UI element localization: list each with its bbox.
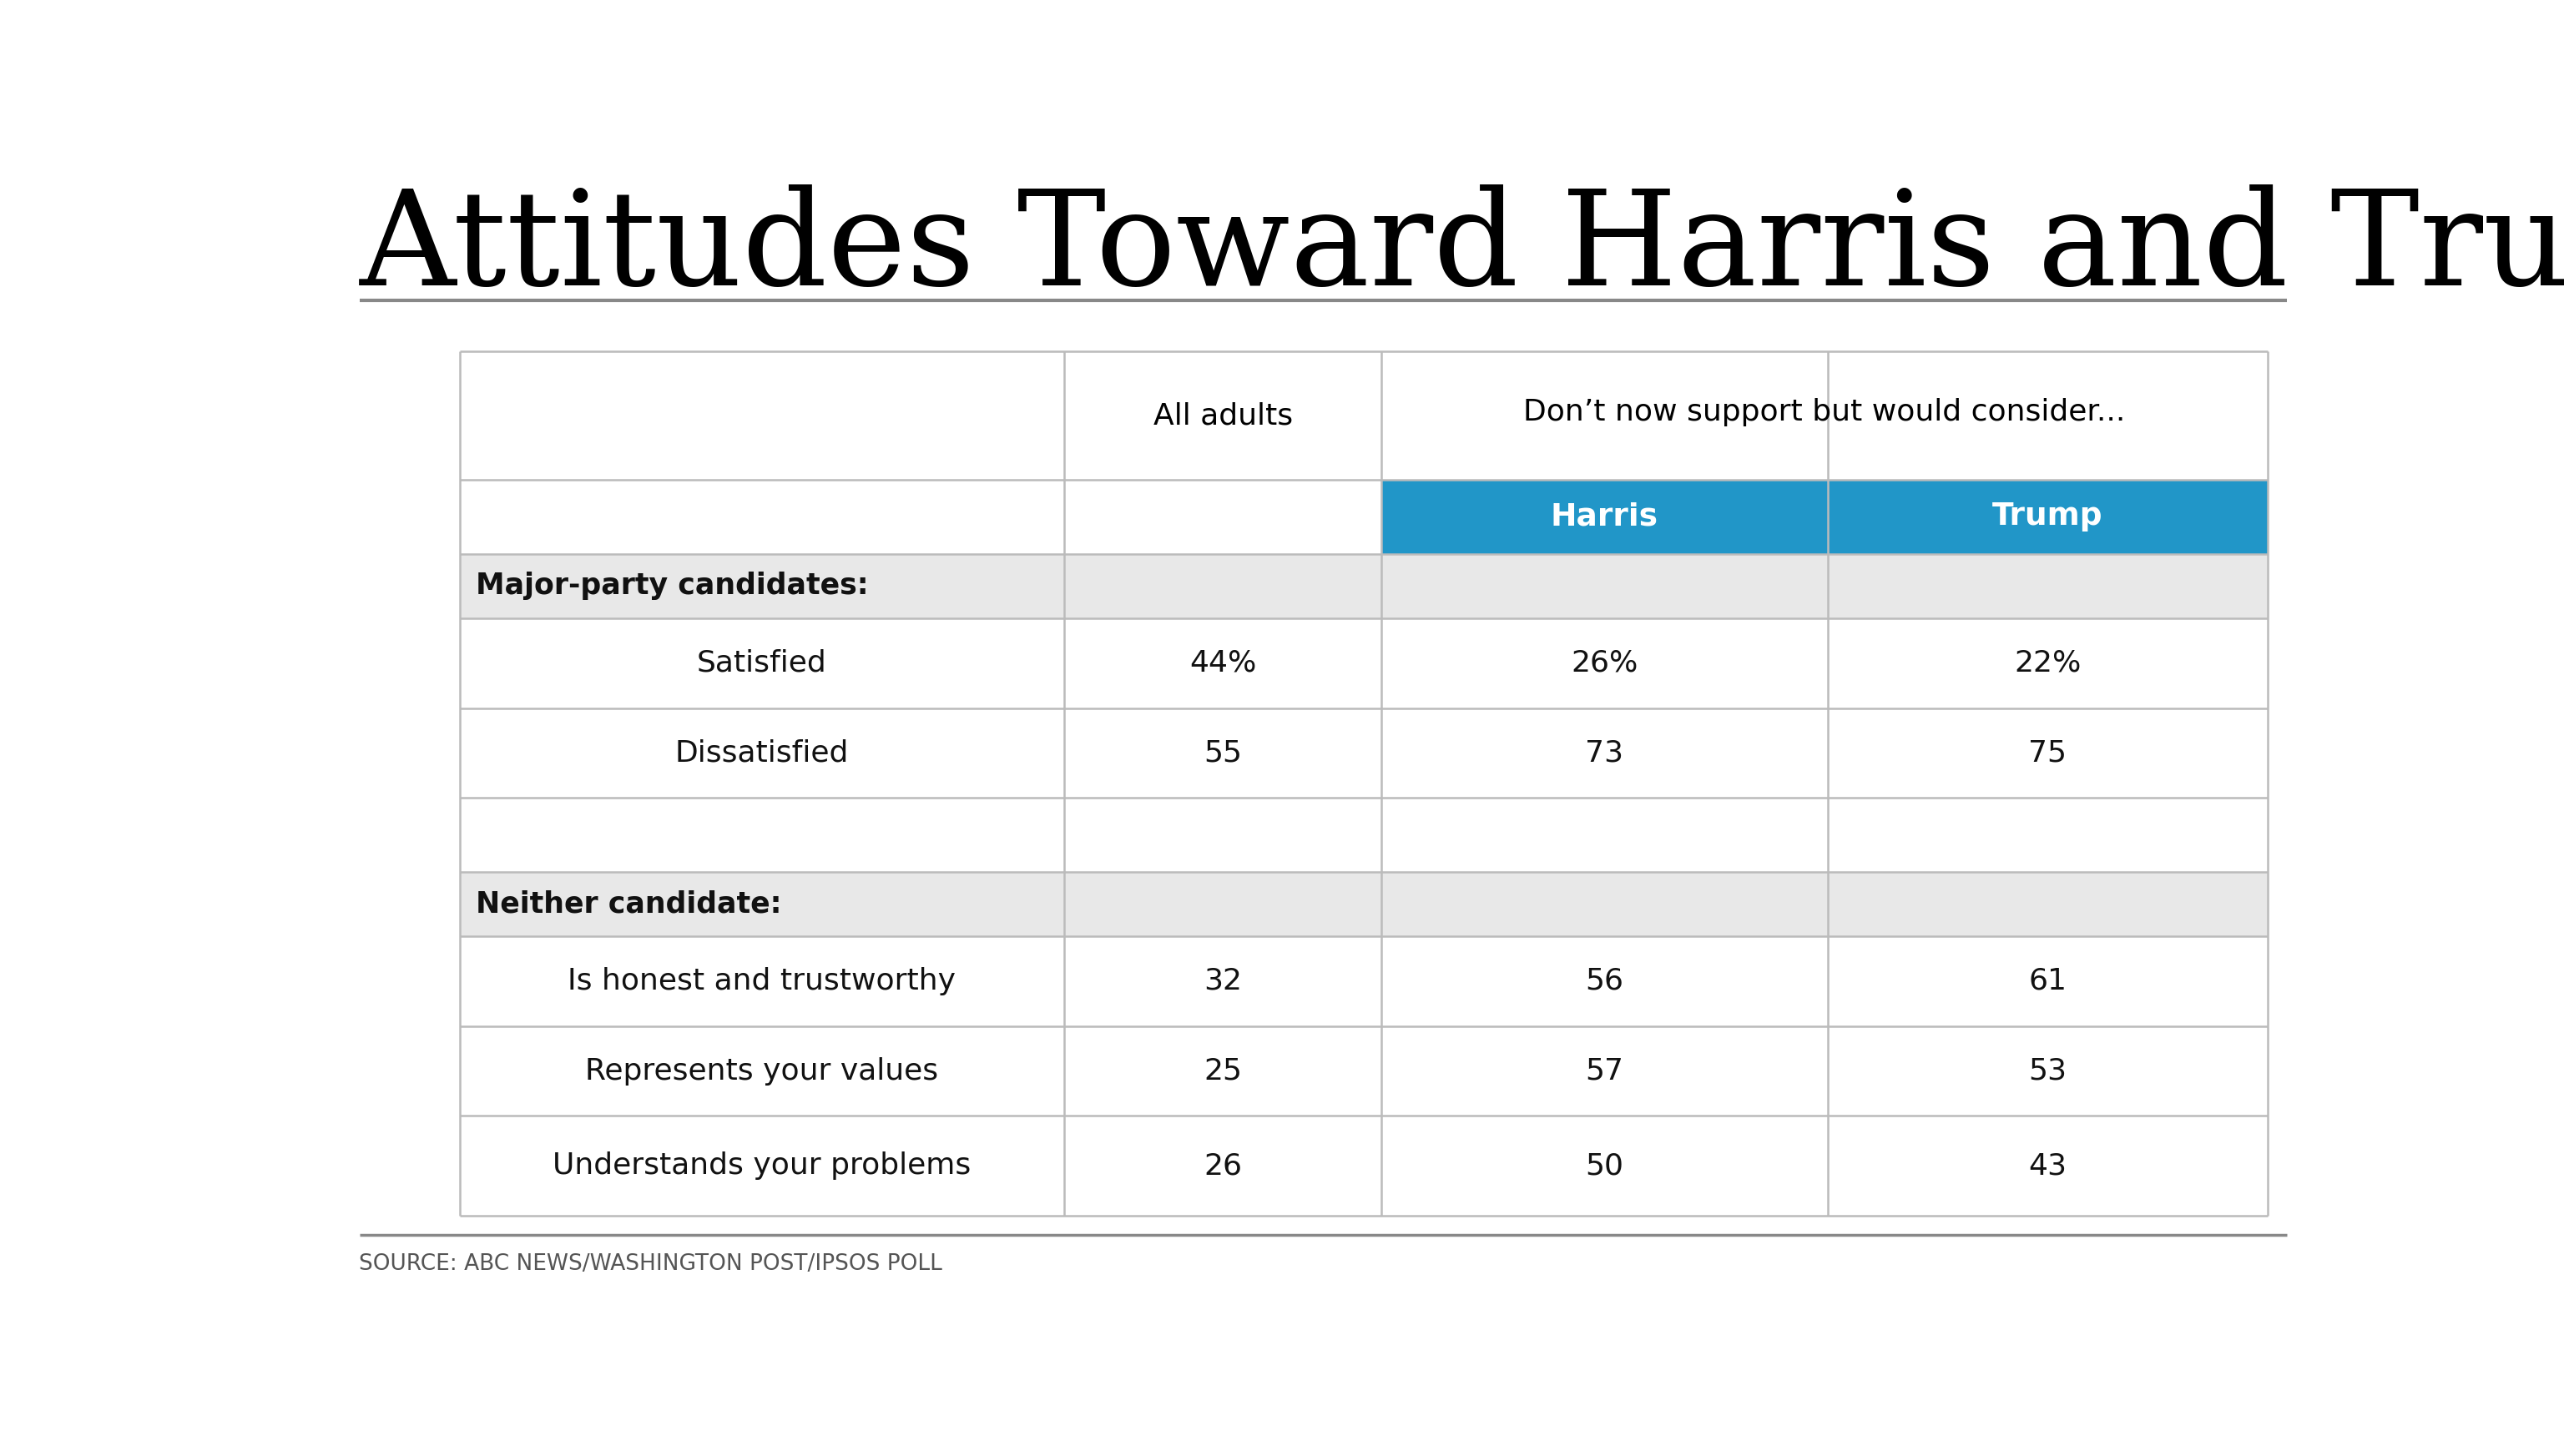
Bar (1382, 351, 2267, 480)
Text: Harris: Harris (1551, 502, 1659, 531)
Bar (1382, 553, 1828, 617)
Text: 44%: 44% (1190, 649, 1256, 677)
Bar (1382, 480, 1828, 553)
Text: Neither candidate:: Neither candidate: (477, 890, 782, 919)
Bar (459, 708, 2267, 798)
Bar (1828, 872, 2267, 936)
Text: 43: 43 (2028, 1152, 2067, 1179)
Text: 32: 32 (1203, 967, 1241, 996)
Bar (1382, 872, 1828, 936)
Bar (459, 351, 1064, 480)
Text: Trump: Trump (1992, 502, 2102, 531)
Text: Represents your values: Represents your values (585, 1057, 938, 1085)
Bar (1064, 480, 1382, 553)
Bar (459, 936, 2267, 1026)
Bar (1064, 872, 1382, 936)
Bar (1828, 553, 2267, 617)
Bar (459, 553, 1064, 617)
Text: 22%: 22% (2015, 649, 2082, 677)
Bar (459, 872, 1064, 936)
Text: 26%: 26% (1572, 649, 1638, 677)
Text: 75: 75 (2028, 738, 2067, 767)
Text: 56: 56 (1585, 967, 1623, 996)
Text: Satisfied: Satisfied (697, 649, 828, 677)
Bar (1828, 480, 2267, 553)
Text: 50: 50 (1585, 1152, 1623, 1179)
Text: 53: 53 (2028, 1057, 2067, 1085)
Text: Dissatisfied: Dissatisfied (674, 738, 849, 767)
Text: 73: 73 (1585, 738, 1623, 767)
Text: 57: 57 (1585, 1057, 1623, 1085)
Bar (459, 617, 2267, 708)
Bar (459, 798, 2267, 872)
Text: Is honest and trustworthy: Is honest and trustworthy (567, 967, 956, 996)
Bar (459, 480, 1064, 553)
Text: All adults: All adults (1154, 402, 1292, 430)
Bar (459, 1115, 2267, 1216)
Bar (1064, 351, 1382, 480)
Text: Don’t now support but would consider...: Don’t now support but would consider... (1523, 399, 2126, 427)
Text: Understands your problems: Understands your problems (554, 1152, 972, 1179)
Text: 26: 26 (1203, 1152, 1241, 1179)
Text: 55: 55 (1203, 738, 1241, 767)
Bar (459, 1026, 2267, 1115)
Text: 61: 61 (2028, 967, 2067, 996)
Text: SOURCE: ABC NEWS/WASHINGTON POST/IPSOS POLL: SOURCE: ABC NEWS/WASHINGTON POST/IPSOS P… (359, 1252, 944, 1274)
Text: Major-party candidates:: Major-party candidates: (477, 572, 869, 600)
Text: Attitudes Toward Harris and Trump: Attitudes Toward Harris and Trump (359, 185, 2564, 313)
Bar (1064, 553, 1382, 617)
Text: 25: 25 (1203, 1057, 1241, 1085)
